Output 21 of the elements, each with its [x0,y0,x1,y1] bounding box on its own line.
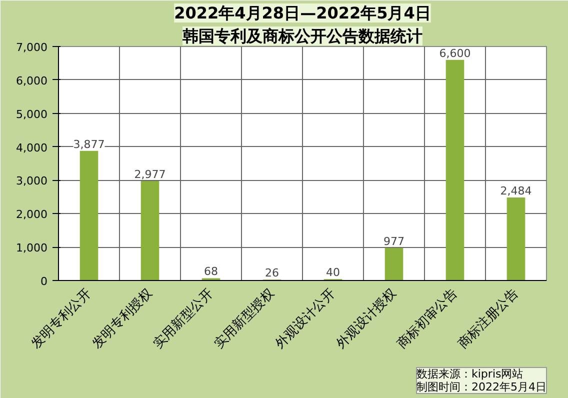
y-tick-label: 7,000 [16,41,48,54]
text: 制图时间：2022年5月4日 [416,380,547,394]
data-label: 68 [204,265,218,278]
y-tick-label: 2,000 [16,208,48,222]
y-tick-label: 0 [40,275,48,288]
y-tick-label: 3,000 [16,174,48,188]
source-note: 数据来源：kipris网站 [416,368,524,380]
y-tick-label: 6,000 [16,74,48,88]
data-label: 6,600 [439,46,471,60]
data-label: 26 [265,266,279,280]
y-tick-label: 1,000 [16,242,48,255]
y-tick-label: 5,000 [16,108,48,121]
data-label: 2,977 [134,168,166,181]
y-tick-label: 4,000 [16,141,48,154]
data-label: 2,484 [500,184,532,198]
data-label: 40 [326,266,340,280]
x-tick-label: 商标注册公告 [456,286,522,352]
chart-subtitle: 韩国专利及商标公开公告数据统计 [182,26,422,46]
data-label: 3,877 [73,138,105,151]
data-label: 977 [384,234,404,248]
chart-title: 2022年4月28日—2022年5月4日 [174,4,431,22]
